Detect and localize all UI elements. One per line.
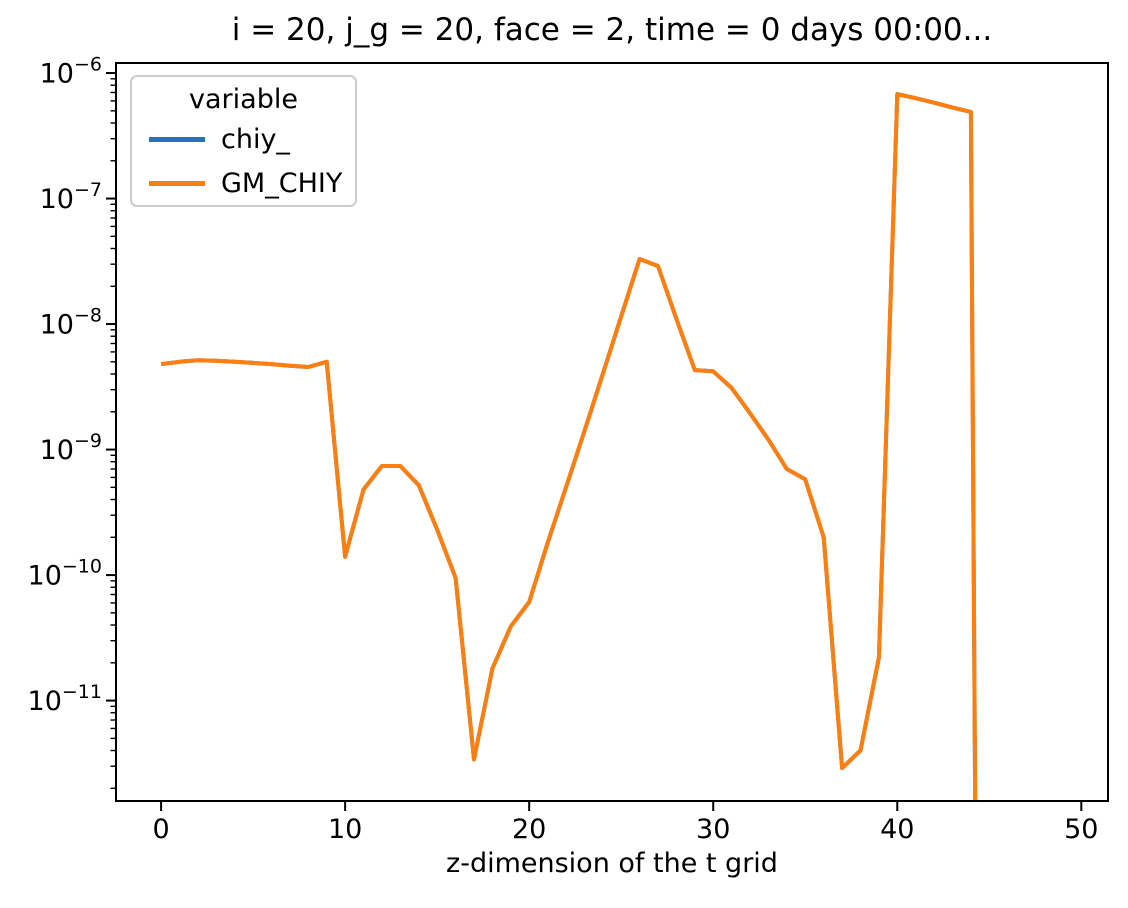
series-line-chiy_ — [160, 92, 978, 802]
x-tick-label: 0 — [152, 814, 169, 845]
y-tick-label: 10−7 — [40, 179, 102, 215]
x-axis-label: z-dimension of the t grid — [446, 848, 778, 879]
legend-entry-gm-chiy: GM_CHIY — [132, 161, 355, 205]
legend-title: variable — [189, 84, 298, 115]
x-tick-label: 20 — [512, 814, 546, 845]
y-tick-label: 10−9 — [40, 430, 102, 466]
legend-line-sample-chiy — [149, 136, 205, 142]
x-tick-label: 50 — [1064, 814, 1098, 845]
x-tick-label: 10 — [328, 814, 362, 845]
legend: variable chiy_ GM_CHIY — [130, 75, 357, 207]
y-tick-label: 10−11 — [28, 681, 102, 717]
x-tick-label: 30 — [696, 814, 730, 845]
x-axis-ticks: 0 10 20 30 40 50 — [152, 801, 1098, 845]
y-tick-label: 10−10 — [28, 556, 102, 592]
y-tick-label: 10−6 — [40, 54, 102, 90]
legend-entry-chiy: chiy_ — [132, 117, 355, 161]
x-tick-label: 40 — [880, 814, 914, 845]
y-axis-ticks: 10−6 10−7 10−8 10−9 10−10 10−11 — [28, 54, 116, 717]
legend-label-chiy: chiy_ — [221, 123, 290, 155]
plot-title: i = 20, j_g = 20, face = 2, time = 0 day… — [231, 12, 993, 48]
axes-frame — [115, 62, 1109, 802]
legend-label-gm-chiy: GM_CHIY — [221, 167, 343, 199]
legend-line-sample-gm-chiy — [149, 180, 205, 186]
series-line-GM_CHIY — [160, 92, 978, 802]
y-tick-label: 10−8 — [40, 305, 102, 341]
